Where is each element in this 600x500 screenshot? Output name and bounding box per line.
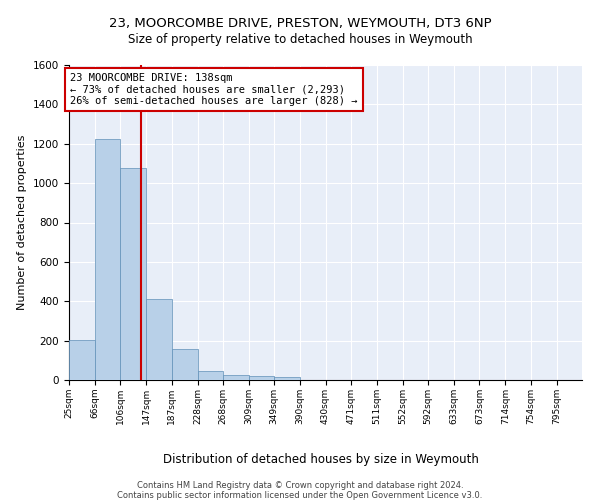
Bar: [120, 168, 146, 380]
Text: Size of property relative to detached houses in Weymouth: Size of property relative to detached ho…: [128, 34, 472, 46]
Text: Contains public sector information licensed under the Open Government Licence v3: Contains public sector information licen…: [118, 491, 482, 500]
Bar: [172, 348, 197, 380]
Bar: [274, 377, 300, 380]
Bar: [223, 374, 249, 380]
Bar: [146, 300, 172, 380]
Bar: [249, 376, 274, 380]
Y-axis label: Number of detached properties: Number of detached properties: [17, 135, 28, 310]
Bar: [95, 139, 120, 380]
Bar: [197, 371, 223, 380]
Text: 23 MOORCOMBE DRIVE: 138sqm
← 73% of detached houses are smaller (2,293)
26% of s: 23 MOORCOMBE DRIVE: 138sqm ← 73% of deta…: [70, 73, 358, 106]
Bar: [69, 340, 95, 380]
Text: Contains HM Land Registry data © Crown copyright and database right 2024.: Contains HM Land Registry data © Crown c…: [137, 481, 463, 490]
Text: Distribution of detached houses by size in Weymouth: Distribution of detached houses by size …: [163, 452, 479, 466]
Text: 23, MOORCOMBE DRIVE, PRESTON, WEYMOUTH, DT3 6NP: 23, MOORCOMBE DRIVE, PRESTON, WEYMOUTH, …: [109, 18, 491, 30]
